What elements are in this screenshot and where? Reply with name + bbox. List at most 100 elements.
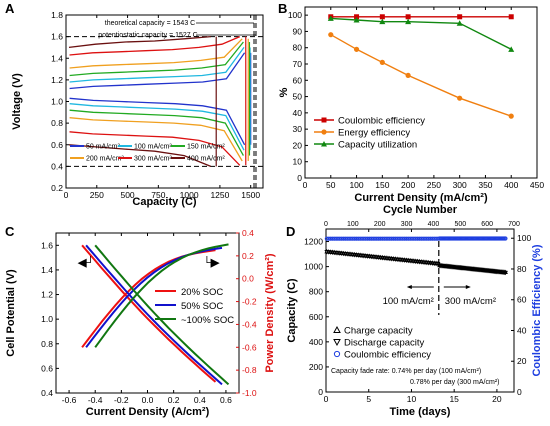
y-tick-label: 0.8 (51, 118, 63, 128)
discharge-curve (69, 117, 243, 162)
data-point (382, 236, 387, 241)
data-point (391, 236, 396, 241)
data-point (428, 236, 433, 241)
annotation-fade-rate: 0.78% per day (300 mA/cm²) (410, 379, 499, 386)
data-point (404, 236, 409, 241)
panel-label-b: B (278, 1, 287, 16)
data-point (415, 236, 420, 241)
data-point (335, 236, 341, 241)
legend-label: Charge capacity (344, 326, 413, 337)
charge-curve (69, 41, 244, 77)
panel-a-chart: 0 250 500 750 1000 1250 1500 0.2 0.4 0.6 0.8 1.0 1.2… (11, 10, 264, 208)
data-point (426, 236, 431, 241)
discharge-curve (69, 97, 246, 146)
x2-tick-label: 300 (401, 221, 413, 228)
annotation-theoretical: theoretical capacity = 1543 C (105, 20, 195, 27)
discharge-curve (69, 103, 245, 151)
data-point (374, 236, 379, 241)
y-tick-label: 0 (318, 387, 323, 397)
data-point (354, 236, 359, 241)
x-tick-label: 300 (453, 180, 467, 190)
data-point (321, 129, 327, 135)
x-tick-label: 1000 (180, 190, 199, 200)
x-tick-label: 0 (324, 394, 329, 404)
data-point (372, 236, 378, 241)
y2-axis-label: Coulombic Efficiency (%) (531, 244, 543, 376)
data-point (419, 236, 424, 241)
y2-tick-label: -0.2 (242, 297, 257, 307)
x2-tick-label: 600 (481, 221, 493, 228)
data-point (328, 236, 333, 241)
data-point (321, 117, 327, 123)
data-point (424, 236, 429, 241)
data-point (384, 236, 389, 241)
data-point (369, 236, 374, 241)
x-tick-label: 0.2 (168, 395, 180, 405)
x2-tick-label: 200 (374, 221, 386, 228)
y2-tick-label: -1.0 (242, 388, 257, 398)
x-tick-label: 10 (407, 394, 417, 404)
y-tick-label: 0.6 (51, 140, 63, 150)
legend-label: Coulombic efficiency (338, 116, 425, 127)
data-point (456, 20, 463, 26)
data-point (332, 236, 337, 241)
series-line (330, 34, 512, 117)
y-tick-label: 0 (297, 173, 302, 183)
y2-tick-label: 0 (517, 387, 522, 397)
data-point (457, 95, 463, 101)
data-point (328, 32, 334, 38)
data-point (354, 14, 360, 20)
charge-curve (69, 38, 243, 69)
y-axis-label: Cell Potential (V) (5, 269, 17, 357)
polarization-curve (85, 244, 223, 386)
data-point (457, 14, 463, 20)
arrow-right-axis: └▶ (203, 255, 220, 269)
data-point (387, 236, 392, 241)
legend-swatch (333, 325, 341, 333)
y-tick-label: 0.4 (51, 161, 63, 171)
x-tick-label: 15 (449, 394, 459, 404)
y-tick-label: 600 (309, 312, 323, 322)
y-tick-label: 100 (288, 10, 302, 20)
legend-label: Capacity utilization (338, 140, 417, 151)
y-tick-label: 1200 (304, 237, 323, 247)
data-point (346, 236, 352, 241)
annotation-fade-rate: Capacity fade rate: 0.74% per day (100 m… (331, 368, 481, 375)
y-tick-label: 20 (293, 140, 303, 150)
y2-tick-label: 20 (517, 356, 527, 366)
power-curve (94, 243, 229, 348)
plot-frame (325, 228, 515, 393)
legend-label: Energy efficiency (338, 128, 410, 139)
data-point (353, 17, 360, 23)
y2-tick-label: 60 (517, 295, 527, 305)
series-line (330, 17, 512, 50)
y-axis-label: Voltage (V) (11, 73, 23, 130)
charge-curve (69, 52, 246, 90)
data-point (379, 18, 386, 25)
x-tick-label: 200 (401, 180, 415, 190)
data-point (358, 236, 363, 241)
x-tick-label: 0.0 (142, 395, 154, 405)
x2-tick-label: 400 (428, 221, 440, 228)
x-axis-label: Current Density (mA/cm²) (354, 192, 488, 204)
data-point (324, 236, 329, 241)
data-point (367, 236, 372, 241)
data-point (408, 236, 413, 241)
panel-label-a: A (5, 1, 15, 16)
x-tick-label: 350 (478, 180, 492, 190)
charge-curve (69, 36, 241, 56)
data-point (421, 236, 426, 241)
y-tick-label: 30 (293, 124, 303, 134)
legend-label: 20% SOC (181, 287, 223, 298)
y-tick-label: 0.4 (41, 388, 53, 398)
data-point (405, 14, 411, 20)
x-tick-label: 750 (151, 190, 165, 200)
data-point (406, 236, 411, 241)
data-point (337, 236, 342, 241)
y-tick-label: 1.8 (51, 10, 63, 20)
x-tick-label: 500 (120, 190, 134, 200)
data-point (326, 236, 331, 241)
data-point (396, 236, 402, 241)
